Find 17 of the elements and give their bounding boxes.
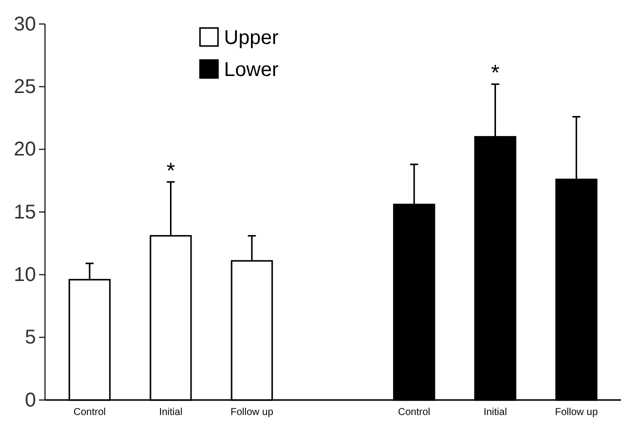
x-tick-label: Initial <box>159 407 182 418</box>
x-tick-label: Control <box>73 407 106 418</box>
x-tick-label: Initial <box>484 407 507 418</box>
legend-label: Lower <box>224 59 279 81</box>
y-tick-label: 0 <box>24 389 36 412</box>
x-tick-label: Control <box>398 407 430 418</box>
legend-label: Upper <box>224 27 279 49</box>
y-tick-label: 15 <box>14 201 36 224</box>
data-label: * <box>166 158 176 183</box>
y-tick-label: 25 <box>14 76 36 98</box>
x-tick-label: Follow up <box>554 407 598 418</box>
data-label: * <box>490 60 500 86</box>
y-tick-label: 10 <box>14 264 36 286</box>
x-tick-label: Follow up <box>230 407 274 418</box>
y-tick-label: 5 <box>24 326 36 349</box>
y-tick-label: 30 <box>14 13 36 36</box>
y-tick-label: 20 <box>14 138 36 161</box>
